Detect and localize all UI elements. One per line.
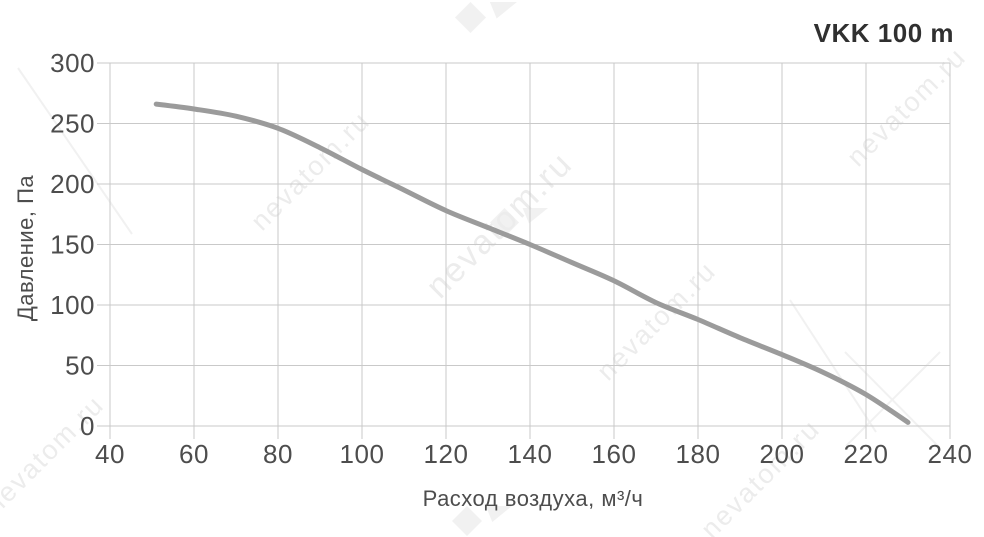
y-tick-label: 150	[50, 230, 95, 260]
x-tick-label: 240	[928, 439, 973, 469]
y-axis-label: Давление, Па	[13, 174, 38, 322]
y-tick-label: 0	[80, 411, 95, 441]
y-tick-label: 100	[50, 290, 95, 320]
x-tick-label: 80	[263, 439, 293, 469]
watermark-line	[844, 351, 939, 447]
x-tick-label: 200	[760, 439, 805, 469]
y-tick-label: 200	[50, 169, 95, 199]
x-tick-label: 140	[508, 439, 553, 469]
x-axis-label: Расход воздуха, м³/ч	[422, 486, 644, 511]
y-tick-label: 50	[65, 351, 95, 381]
watermark-logo	[455, 2, 517, 33]
x-tick-label: 120	[424, 439, 469, 469]
watermark-line	[845, 351, 941, 447]
chart-title: VKK 100 m	[813, 18, 954, 48]
x-tick-label: 180	[676, 439, 721, 469]
x-tick-label: 40	[95, 439, 125, 469]
y-tick-label: 300	[50, 48, 95, 78]
watermark-logo	[452, 506, 512, 536]
watermark-line	[17, 67, 133, 235]
x-tick-label: 160	[592, 439, 637, 469]
x-tick-label: 220	[844, 439, 889, 469]
x-tick-label: 60	[179, 439, 209, 469]
y-tick-label: 250	[50, 109, 95, 139]
fan-curve-line	[153, 101, 911, 425]
x-tick-label: 100	[340, 439, 385, 469]
